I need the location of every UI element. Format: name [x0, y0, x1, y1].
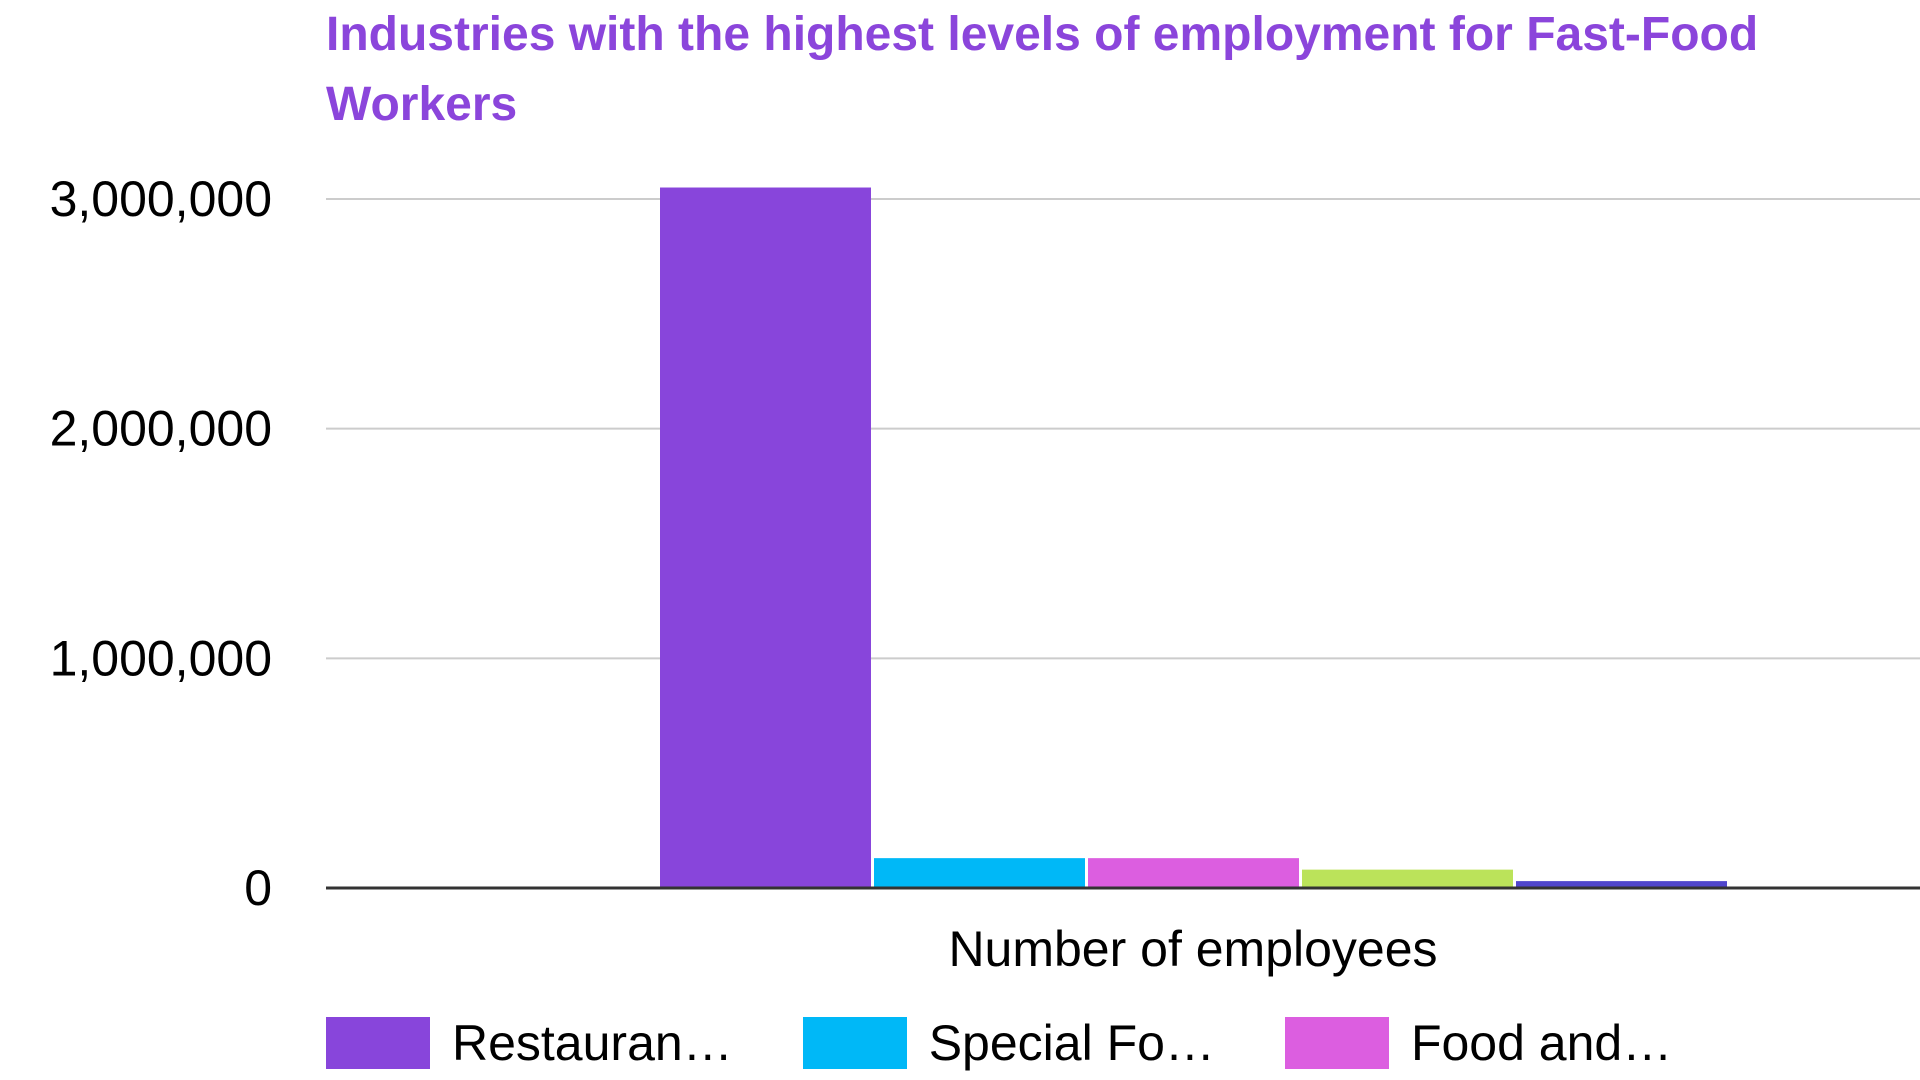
bar — [660, 187, 871, 888]
legend-label: Special Fo… — [928, 1015, 1215, 1071]
legend-item: Restauran… — [326, 1014, 733, 1072]
bar — [874, 858, 1085, 888]
x-category-label: Number of employees — [948, 921, 1437, 977]
legend-label: Restauran… — [452, 1015, 733, 1071]
bar — [1302, 869, 1513, 888]
y-tick-label: 1,000,000 — [50, 630, 272, 686]
chart-title: Industries with the highest levels of em… — [326, 8, 1759, 131]
legend-item: Special Fo… — [802, 1014, 1215, 1072]
legend-label: Food and… — [1410, 1015, 1673, 1071]
legend-item: Food and… — [1284, 1014, 1673, 1072]
y-tick-label: 3,000,000 — [50, 171, 272, 227]
bar — [1516, 881, 1727, 888]
legend-swatch — [1284, 1017, 1389, 1069]
chart-legend: Restauran… Special Fo… Food and… — [326, 1014, 1742, 1072]
y-tick-label: 2,000,000 — [50, 401, 272, 457]
y-tick-label: 0 — [244, 860, 272, 916]
legend-swatch — [326, 1017, 430, 1069]
legend-swatch — [802, 1017, 907, 1069]
bar — [1088, 858, 1299, 888]
